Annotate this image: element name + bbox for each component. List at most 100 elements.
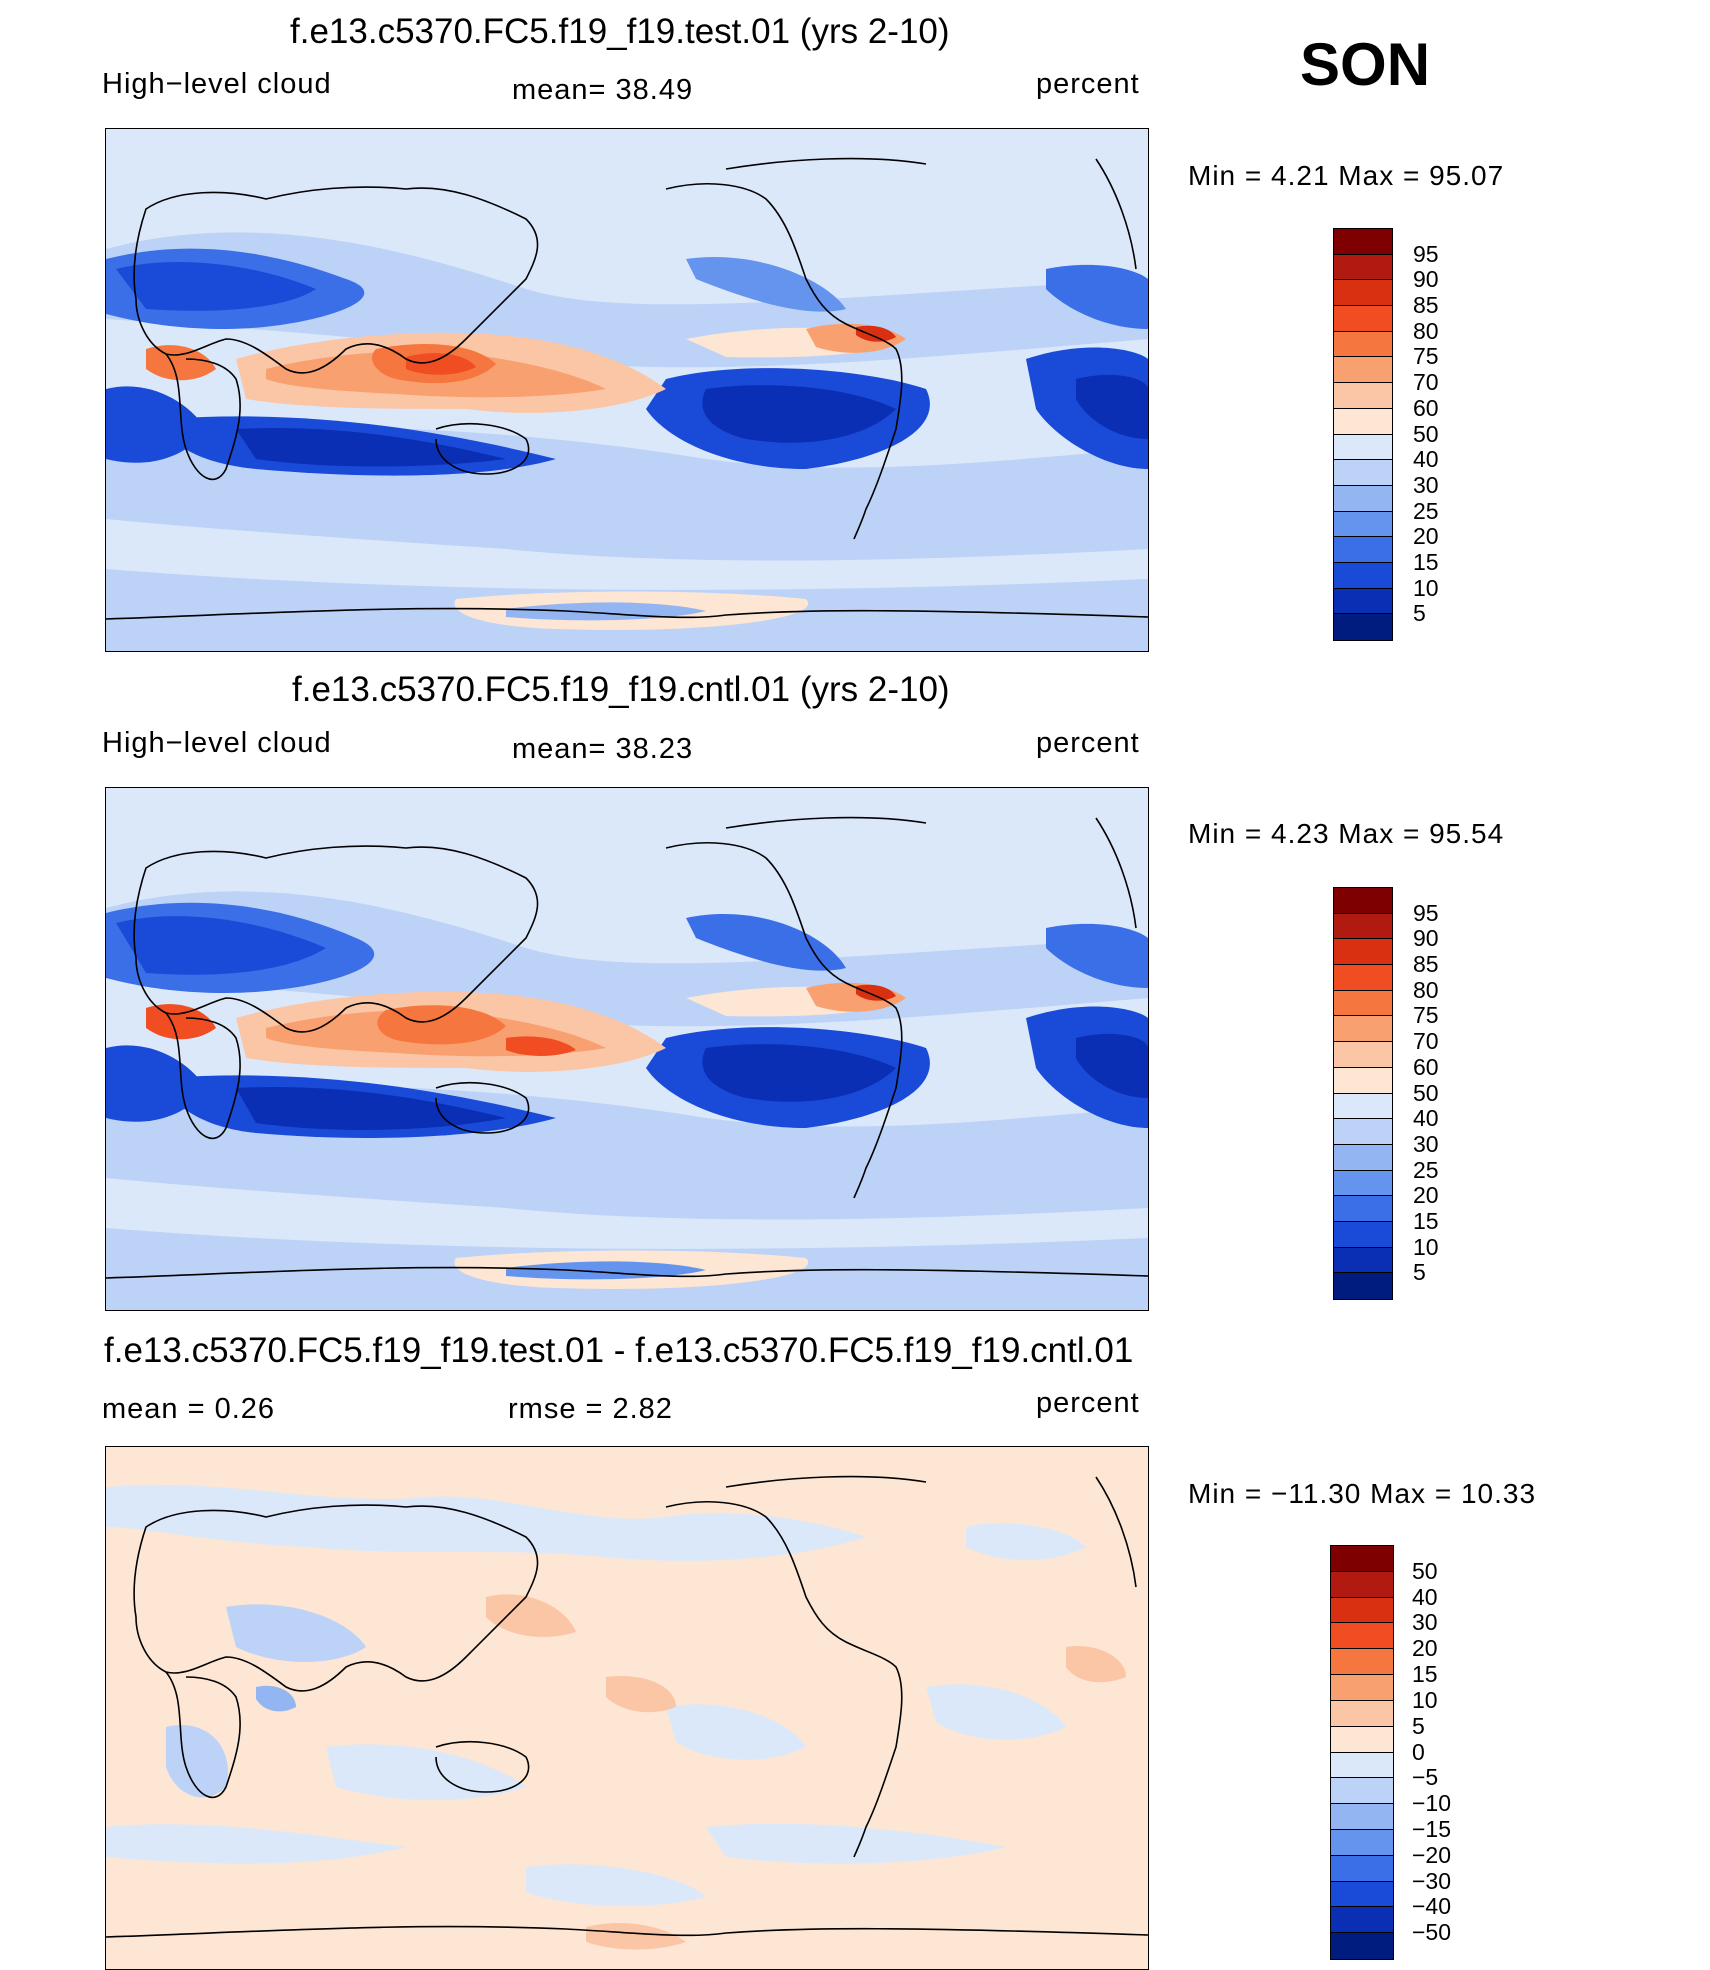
season-label: SON [1300, 31, 1431, 98]
colorbar-swatch [1334, 939, 1392, 966]
colorbar-label: 10 [1413, 574, 1439, 601]
colorbar-label: 85 [1413, 951, 1439, 978]
colorbar-label: 5 [1413, 1259, 1426, 1286]
colorbar-label: −15 [1412, 1815, 1452, 1842]
colorbar-label: 80 [1413, 317, 1439, 344]
panel2-mean-label: mean= 38.23 [512, 733, 694, 765]
panel2-title: f.e13.c5370.FC5.f19_f19.cntl.01 (yrs 2-1… [292, 670, 950, 709]
colorbar-label: 15 [1413, 548, 1439, 575]
colorbar-label: 40 [1413, 446, 1439, 473]
panel1-units-label: percent [1036, 68, 1140, 100]
panel2-minmax: Min = 4.23 Max = 95.54 [1188, 818, 1505, 849]
panel1-map-field [106, 129, 1148, 651]
colorbar-swatch [1334, 434, 1392, 461]
colorbar-label: 90 [1413, 266, 1439, 293]
colorbar-label: 60 [1413, 1053, 1439, 1080]
colorbar-label: 95 [1413, 899, 1439, 926]
colorbar-swatch [1334, 888, 1392, 914]
colorbar-swatch [1331, 1700, 1393, 1727]
colorbar-label: 15 [1412, 1661, 1438, 1688]
colorbar-swatch [1331, 1623, 1393, 1650]
colorbar-label: 70 [1413, 1028, 1439, 1055]
colorbar-swatch [1334, 408, 1392, 435]
colorbar-swatch [1334, 1144, 1392, 1171]
colorbar-swatch [1334, 1093, 1392, 1120]
colorbar-swatch [1331, 1829, 1393, 1856]
colorbar-swatch [1334, 614, 1392, 640]
colorbar-label: 20 [1412, 1635, 1438, 1662]
colorbar-label: 90 [1413, 925, 1439, 952]
colorbar-swatch [1334, 588, 1392, 615]
colorbar-swatch [1331, 1597, 1393, 1624]
colorbar-label: 50 [1413, 1079, 1439, 1106]
colorbar-label: 60 [1413, 394, 1439, 421]
colorbar-swatch [1334, 280, 1392, 307]
colorbar-label: 0 [1412, 1738, 1425, 1765]
colorbar-label: −50 [1412, 1919, 1452, 1946]
panel1-minmax: Min = 4.21 Max = 95.07 [1188, 160, 1505, 191]
panel1-title: f.e13.c5370.FC5.f19_f19.test.01 (yrs 2-1… [290, 12, 950, 51]
colorbar-label: −10 [1412, 1790, 1452, 1817]
colorbar-swatch [1331, 1855, 1393, 1882]
colorbar-label: 25 [1413, 1156, 1439, 1183]
colorbar-label: 40 [1412, 1583, 1438, 1610]
colorbar-label: 50 [1412, 1557, 1438, 1584]
colorbar-swatch [1331, 1675, 1393, 1701]
panel3-units-label: percent [1036, 1387, 1140, 1419]
colorbar-label: 25 [1413, 497, 1439, 524]
colorbar-label: −40 [1412, 1893, 1452, 1920]
colorbar-label: 75 [1413, 1002, 1439, 1029]
colorbar-swatch [1334, 306, 1392, 332]
colorbar-swatch [1334, 1067, 1392, 1094]
colorbar-swatch [1334, 229, 1392, 255]
panel3-mean-label: mean = 0.26 [102, 1393, 276, 1425]
colorbar-swatch [1334, 1170, 1392, 1197]
colorbar-label: 85 [1413, 292, 1439, 319]
colorbar-swatch [1331, 1649, 1393, 1676]
panel3-map [105, 1446, 1149, 1970]
colorbar-swatch [1334, 460, 1392, 486]
colorbar-label: 10 [1413, 1233, 1439, 1260]
panel3-rmse-label: rmse = 2.82 [508, 1393, 673, 1425]
colorbar-label: 50 [1413, 420, 1439, 447]
colorbar-label: −5 [1412, 1764, 1439, 1791]
panel2-variable-label: High−level cloud [102, 727, 332, 759]
colorbar-swatch [1331, 1726, 1393, 1753]
colorbar-swatch [1334, 1273, 1392, 1299]
colorbar-label: 70 [1413, 369, 1439, 396]
colorbar-swatch [1334, 965, 1392, 991]
panel3-title: f.e13.c5370.FC5.f19_f19.test.01 - f.e13.… [104, 1331, 1134, 1370]
colorbar-label: 75 [1413, 343, 1439, 370]
colorbar-swatch [1334, 562, 1392, 589]
colorbar-label: 5 [1413, 600, 1426, 627]
colorbar-label: 95 [1413, 240, 1439, 267]
panel2-colorbar [1333, 887, 1393, 1300]
colorbar-swatch [1334, 357, 1392, 384]
colorbar-swatch [1334, 485, 1392, 512]
colorbar-swatch [1331, 1546, 1393, 1572]
colorbar-swatch [1331, 1933, 1393, 1959]
colorbar-label: 80 [1413, 976, 1439, 1003]
colorbar-swatch [1334, 511, 1392, 538]
panel1-mean-label: mean= 38.49 [512, 74, 694, 106]
colorbar-swatch [1331, 1752, 1393, 1779]
panel3-map-field [106, 1447, 1148, 1969]
panel3-colorbar [1330, 1545, 1394, 1960]
colorbar-label: 40 [1413, 1105, 1439, 1132]
panel1-map [105, 128, 1149, 652]
colorbar-swatch [1334, 990, 1392, 1017]
panel2-map-field [106, 788, 1148, 1310]
panel1-colorbar [1333, 228, 1393, 641]
colorbar-swatch [1334, 1221, 1392, 1248]
colorbar-label: 30 [1413, 471, 1439, 498]
colorbar-label: 20 [1413, 523, 1439, 550]
colorbar-swatch [1331, 1881, 1393, 1908]
panel1-variable-label: High−level cloud [102, 68, 332, 100]
colorbar-label: 30 [1413, 1130, 1439, 1157]
colorbar-label: 20 [1413, 1182, 1439, 1209]
colorbar-swatch [1334, 1042, 1392, 1068]
colorbar-label: 5 [1412, 1712, 1425, 1739]
colorbar-swatch [1334, 1119, 1392, 1145]
colorbar-swatch [1334, 537, 1392, 563]
colorbar-swatch [1334, 383, 1392, 409]
